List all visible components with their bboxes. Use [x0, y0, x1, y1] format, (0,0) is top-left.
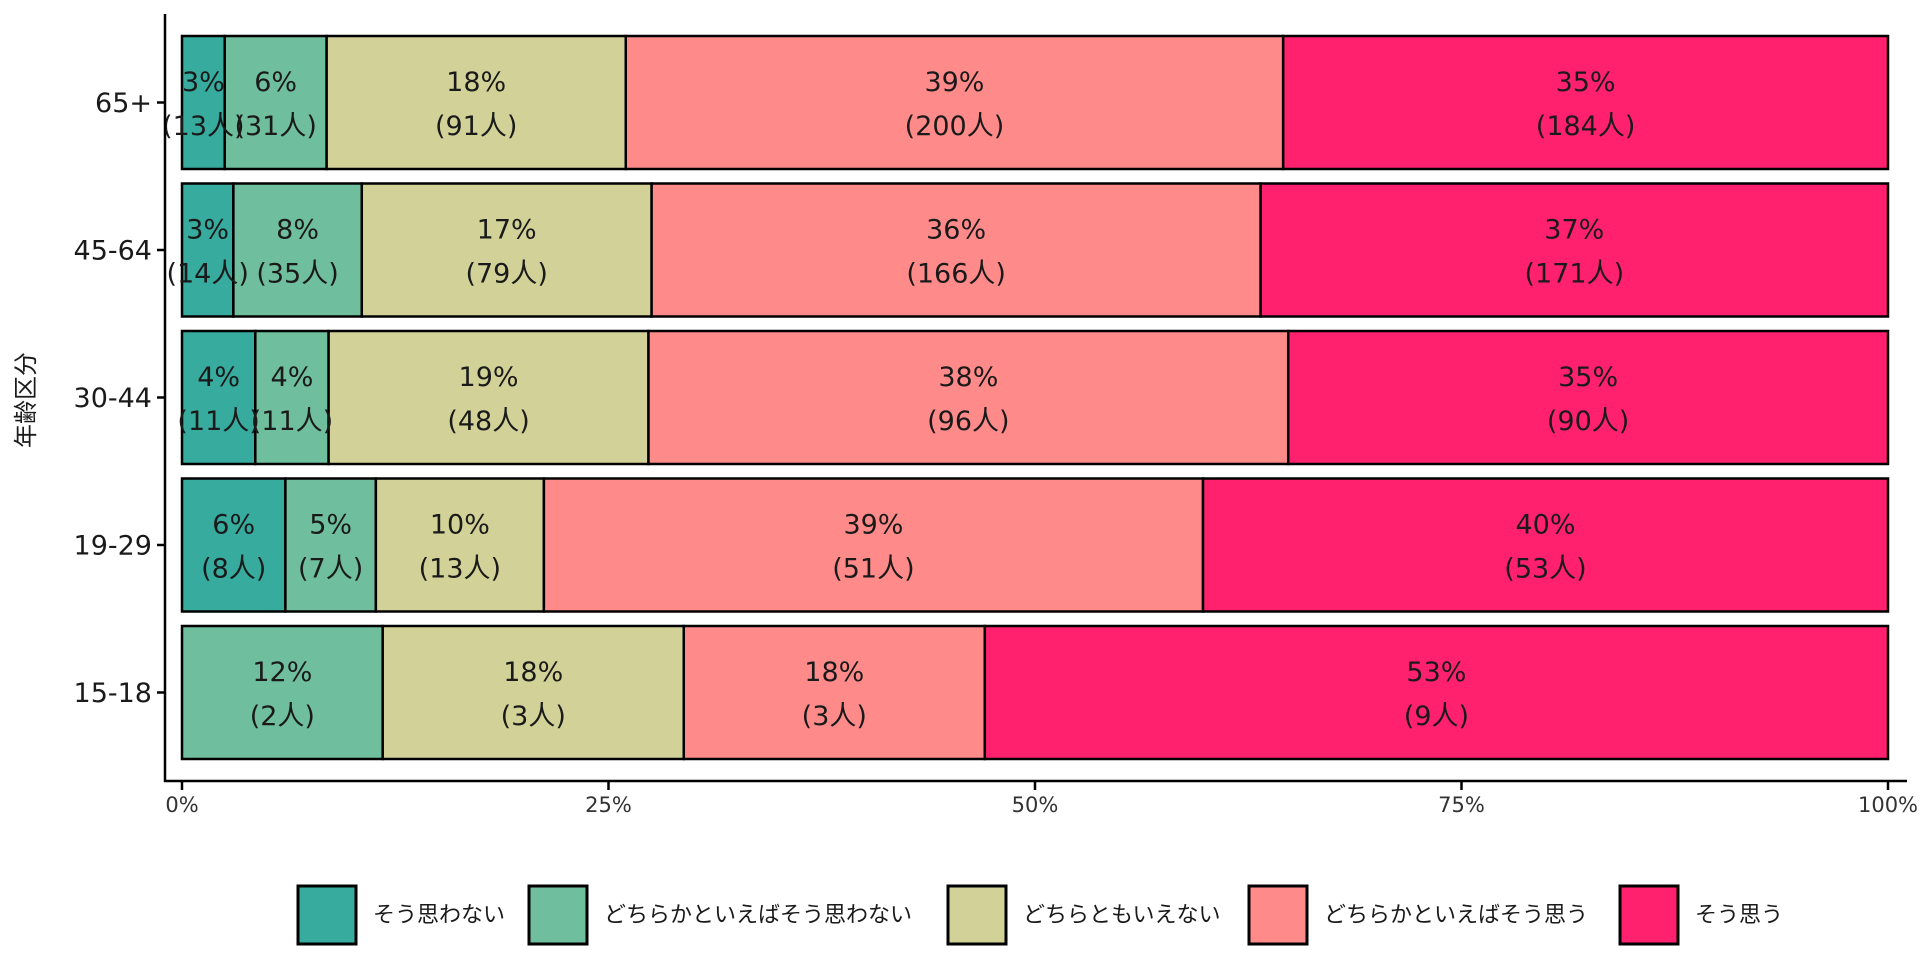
legend-label: どちらかといえばそう思う — [1324, 903, 1588, 928]
bar-segment — [682, 624, 987, 761]
segment-percent-label: 35% — [1558, 362, 1618, 393]
bar-segment — [1201, 477, 1890, 613]
segment-percent-label: 10% — [430, 510, 490, 541]
segment-percent-label: 39% — [843, 510, 903, 541]
legend-label: そう思う — [1695, 903, 1783, 928]
segment-count-label: (91人) — [435, 111, 517, 142]
segment-count-label: (13人) — [162, 111, 244, 142]
segment-count-label: (8人) — [201, 554, 266, 585]
x-tick-label: 50% — [1012, 793, 1059, 817]
bar-segment — [374, 477, 546, 613]
segment-percent-label: 37% — [1544, 215, 1604, 246]
segment-percent-label: 17% — [477, 215, 537, 246]
segment-percent-label: 18% — [446, 67, 506, 98]
segment-percent-label: 3% — [182, 67, 225, 98]
segment-count-label: (53人) — [1504, 554, 1586, 585]
segment-count-label: (171人) — [1525, 259, 1625, 290]
legend-label: そう思わない — [373, 903, 505, 928]
bar-segment — [223, 34, 328, 171]
y-tick-label: 45-64 — [74, 236, 152, 267]
segment-percent-label: 38% — [938, 362, 998, 393]
segment-percent-label: 53% — [1406, 657, 1466, 688]
segment-count-label: (31人) — [234, 111, 316, 142]
bar-segment — [284, 477, 378, 613]
bar-segment — [180, 329, 257, 466]
bar-segment — [647, 329, 1290, 466]
segment-percent-label: 18% — [503, 657, 563, 688]
segment-count-label: (7人) — [298, 554, 363, 585]
legend-label: どちらかといえばそう思わない — [604, 903, 912, 928]
x-ticks-layer: 0% 25% 50% 75% 100% — [165, 781, 1918, 817]
bar-segment — [254, 329, 330, 466]
y-axis-title: 年齢区分 — [12, 352, 40, 448]
x-tick-label: 25% — [585, 793, 632, 817]
bars-layer — [180, 34, 1890, 761]
segment-percent-label: 39% — [924, 67, 984, 98]
bar-segment — [624, 34, 1285, 171]
legend: そう思わない どちらかといえばそう思わない どちらともいえない どちらかといえばそう思… — [296, 884, 1783, 946]
segment-percent-label: 3% — [186, 215, 229, 246]
segment-percent-label: 6% — [212, 510, 255, 541]
segment-count-label: (2人) — [250, 701, 315, 732]
segment-count-label: (14人) — [166, 259, 248, 290]
bar-segment — [327, 329, 650, 466]
segment-percent-label: 4% — [197, 362, 240, 393]
x-tick-label: 0% — [165, 793, 198, 817]
segment-count-label: (96人) — [927, 406, 1009, 437]
segment-count-label: (11人) — [177, 406, 259, 437]
y-tick-label: 19-29 — [74, 531, 152, 562]
segment-count-label: (166人) — [906, 259, 1006, 290]
bar-segment — [381, 624, 686, 761]
segment-percent-label: 6% — [254, 67, 297, 98]
bar-segment — [180, 624, 384, 761]
segment-percent-label: 19% — [459, 362, 519, 393]
bar-segment — [1281, 34, 1890, 171]
x-tick-label: 100% — [1858, 793, 1918, 817]
segment-count-label: (184人) — [1536, 111, 1636, 142]
y-tick-label: 65+ — [95, 88, 152, 119]
legend-key — [527, 884, 589, 946]
segment-count-label: (13人) — [419, 554, 501, 585]
segment-percent-label: 35% — [1556, 67, 1616, 98]
y-ticks-layer: 65+ 45-64 30-44 19-29 15-18 — [74, 88, 165, 709]
bar-segment — [180, 182, 235, 318]
bar-segment — [180, 477, 287, 613]
segment-percent-label: 36% — [926, 215, 986, 246]
segment-percent-label: 40% — [1515, 510, 1575, 541]
segment-count-label: (48人) — [447, 406, 529, 437]
segment-percent-label: 5% — [309, 510, 352, 541]
bar-segment — [983, 624, 1890, 761]
bar-segment — [1286, 329, 1890, 466]
x-tick-label: 75% — [1438, 793, 1485, 817]
bar-segment — [360, 182, 653, 318]
legend-key — [1618, 884, 1680, 946]
segment-count-label: (9人) — [1404, 701, 1469, 732]
segment-labels-layer: 3% (13人) 6% (31人) 18% (91人) 39% (200人) 35% (184人)… — [162, 67, 1635, 732]
bar-segment — [232, 182, 364, 318]
segment-count-label: (200人) — [905, 111, 1005, 142]
segment-count-label: (35人) — [256, 259, 338, 290]
y-tick-label: 15-18 — [74, 678, 152, 709]
bar-segment — [325, 34, 628, 171]
legend-key — [296, 884, 358, 946]
segment-count-label: (11人) — [251, 406, 333, 437]
segment-count-label: (90人) — [1547, 406, 1629, 437]
y-tick-label: 30-44 — [74, 383, 152, 414]
bar-segment — [542, 477, 1205, 613]
bar-segment — [650, 182, 1262, 318]
segment-percent-label: 12% — [252, 657, 312, 688]
segment-count-label: (51人) — [832, 554, 914, 585]
segment-count-label: (3人) — [501, 701, 566, 732]
legend-key — [1247, 884, 1309, 946]
segment-percent-label: 18% — [804, 657, 864, 688]
segment-count-label: (3人) — [802, 701, 867, 732]
segment-percent-label: 4% — [271, 362, 314, 393]
bar-segment — [180, 34, 226, 171]
segment-count-label: (79人) — [465, 259, 547, 290]
bar-segment — [1259, 182, 1890, 318]
legend-label: どちらともいえない — [1023, 903, 1221, 928]
segment-percent-label: 8% — [276, 215, 319, 246]
legend-key — [946, 884, 1008, 946]
